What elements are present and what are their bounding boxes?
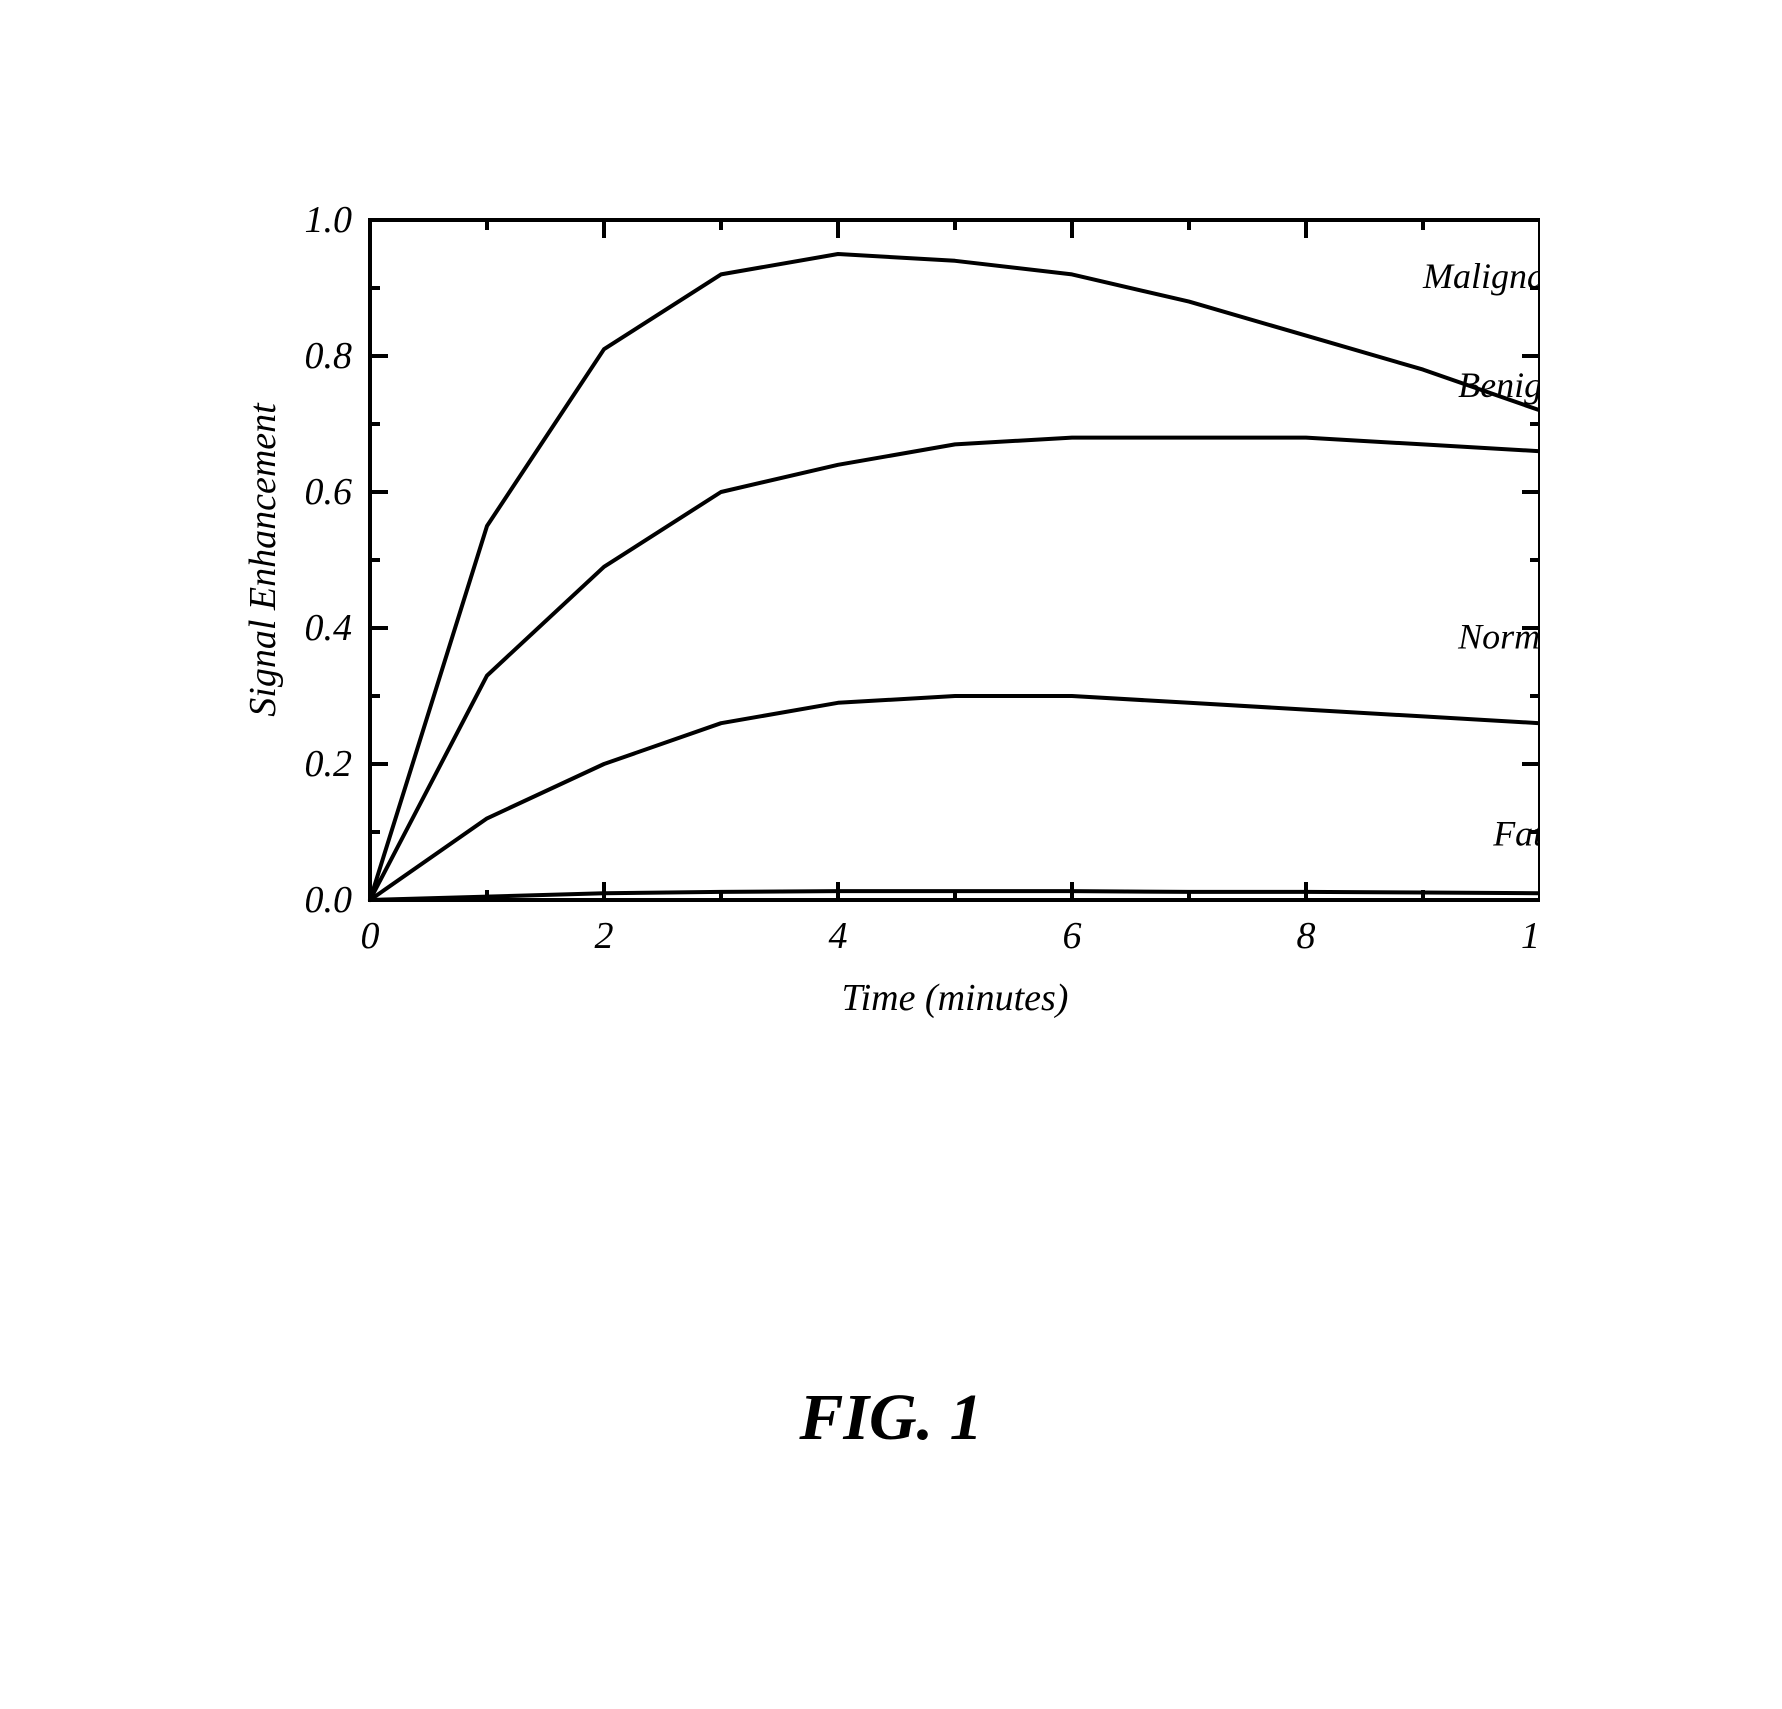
- x-tick-label: 0: [361, 915, 380, 957]
- series-label-fat: Fat: [1492, 814, 1540, 854]
- y-tick-label: 1.0: [305, 200, 353, 241]
- plot-background: [240, 200, 1540, 1100]
- x-tick-label: 6: [1063, 915, 1082, 957]
- x-tick-label: 10: [1521, 915, 1540, 957]
- series-label-malignant: Malignant: [1422, 256, 1540, 296]
- x-axis-label: Time (minutes): [842, 977, 1069, 1019]
- chart-container: 0 2 4 6 8 10 0.0 0.2 0.4 0.6 0.8 1.0 Time (minutes) S…: [240, 200, 1540, 1100]
- page: 0 2 4 6 8 10 0.0 0.2 0.4 0.6 0.8 1.0 Time (minutes) S…: [0, 0, 1782, 1709]
- series-label-normal: Normal: [1457, 616, 1540, 656]
- x-tick-label: 2: [595, 915, 614, 957]
- series-label-benign: Benign: [1458, 365, 1540, 405]
- figure-caption: FIG. 1: [0, 1380, 1782, 1456]
- y-tick-label: 0.0: [305, 879, 353, 921]
- y-axis-label: Signal Enhancement: [242, 402, 284, 717]
- x-tick-label: 4: [829, 915, 848, 957]
- y-tick-label: 0.8: [305, 335, 353, 377]
- line-chart: 0 2 4 6 8 10 0.0 0.2 0.4 0.6 0.8 1.0 Time (minutes) S…: [240, 200, 1540, 1100]
- y-tick-label: 0.4: [305, 607, 353, 649]
- x-tick-label: 8: [1297, 915, 1316, 957]
- y-tick-label: 0.2: [305, 743, 353, 785]
- y-tick-label: 0.6: [305, 471, 353, 513]
